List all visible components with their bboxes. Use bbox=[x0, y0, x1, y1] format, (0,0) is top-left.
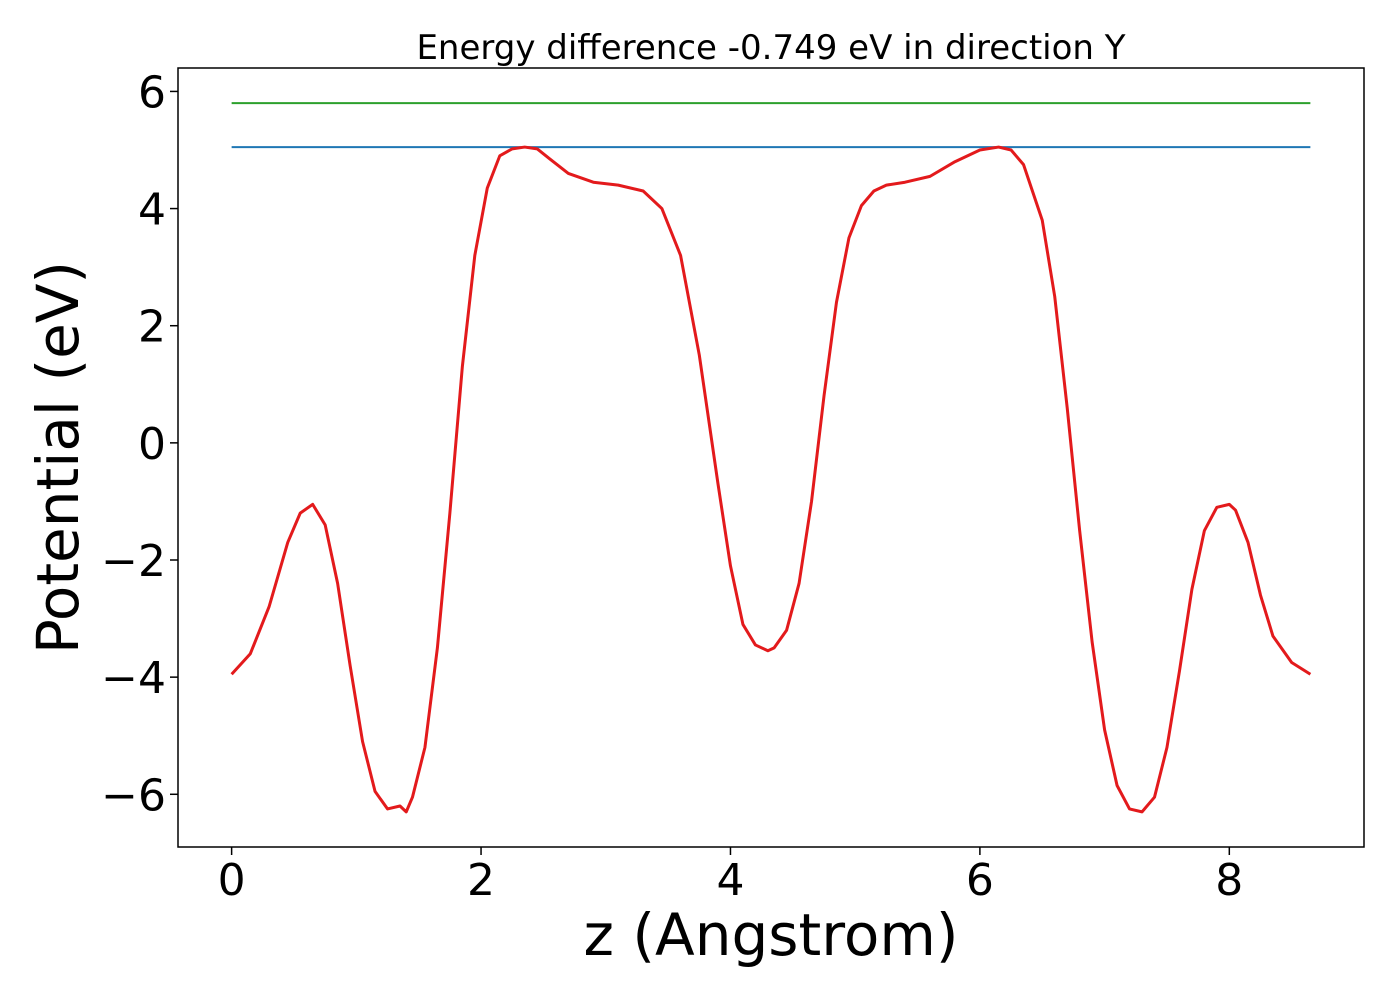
y-tick-label: −4 bbox=[101, 653, 166, 704]
chart-title: Energy difference -0.749 eV in direction… bbox=[416, 28, 1125, 68]
x-axis-ticks: 0 2 4 6 8 bbox=[218, 847, 1243, 906]
x-tick-label: 4 bbox=[716, 855, 744, 906]
y-tick-label: 0 bbox=[138, 419, 166, 470]
y-tick-label: −2 bbox=[101, 536, 166, 587]
x-axis-title: z (Angstrom) bbox=[584, 901, 959, 969]
x-tick-label: 8 bbox=[1215, 855, 1243, 906]
data-marks bbox=[230, 102, 1312, 814]
y-tick-label: 2 bbox=[138, 302, 166, 353]
y-tick-label: −6 bbox=[101, 770, 166, 821]
potential-curve bbox=[230, 145, 1312, 814]
x-tick-label: 2 bbox=[467, 855, 495, 906]
y-tick-label: 6 bbox=[138, 67, 166, 118]
x-tick-label: 0 bbox=[218, 855, 246, 906]
y-axis-ticks: −6 −4 −2 0 2 4 6 bbox=[101, 67, 178, 821]
x-tick-label: 6 bbox=[966, 855, 994, 906]
y-tick-label: 4 bbox=[138, 185, 166, 236]
plot-area-frame bbox=[177, 67, 1365, 848]
y-axis-title: Potential (eV) bbox=[24, 261, 92, 654]
